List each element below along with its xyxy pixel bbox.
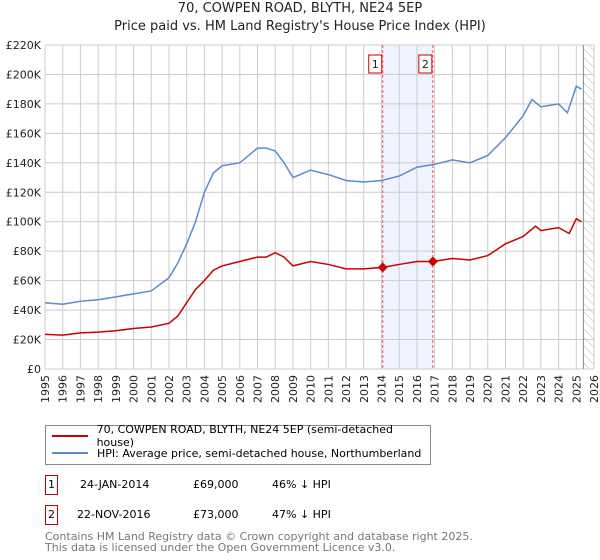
x-tick-label: 2003: [181, 375, 194, 403]
price-chart: 1995 1996 1997 1998 1999 2000 2001 2002 2003 2004…: [6, 39, 600, 403]
legend: 70, COWPEN ROAD, BLYTH, NE24 5EP (semi-d…: [45, 423, 431, 465]
y-tick-label: £100K: [6, 216, 42, 229]
sale-period-shade: [382, 45, 433, 369]
x-tick-label: 2018: [446, 375, 459, 403]
x-tick-label: 2013: [358, 375, 371, 403]
x-tick-label: 2005: [216, 375, 229, 403]
y-tick-label: £20K: [13, 334, 42, 347]
legend-label-property: 70, COWPEN ROAD, BLYTH, NE24 5EP (semi-d…: [96, 423, 393, 449]
legend-red-line: [52, 435, 88, 437]
x-tick-label: 2004: [198, 375, 211, 403]
sale-marker-badge: 1: [45, 475, 58, 495]
x-tick-label: 2006: [234, 375, 247, 403]
x-tick-label: 1996: [57, 375, 70, 403]
x-tick-label: 2002: [163, 375, 176, 403]
x-tick-label: 1995: [39, 375, 52, 403]
x-tick-label: 1997: [74, 375, 87, 403]
x-tick-label: 2007: [252, 375, 265, 403]
legend-item-property: 70, COWPEN ROAD, BLYTH, NE24 5EP (semi-d…: [52, 423, 430, 449]
legend-label-hpi: HPI: Average price, semi-detached house,…: [97, 446, 422, 460]
hpi-line: [44, 85, 582, 305]
legend-item-hpi: HPI: Average price, semi-detached house,…: [52, 445, 421, 461]
sale-row-1: 1 24-JAN-2014 £69,000 46% ↓ HPI: [45, 475, 545, 495]
footer-licence: This data is licensed under the Open Gov…: [45, 541, 396, 554]
y-tick-label: £120K: [6, 186, 42, 199]
plot-area: [45, 45, 594, 369]
x-tick-label: 2001: [145, 375, 158, 403]
x-tick-label: 2012: [340, 375, 353, 403]
sale-point-1: [377, 262, 388, 273]
sale-date: 22-NOV-2016: [77, 508, 151, 521]
y-tick-label: £60K: [13, 275, 42, 288]
x-tick-label: 2025: [570, 375, 583, 403]
sale-point-2: [427, 256, 438, 267]
x-tick-label: 2020: [482, 375, 495, 403]
sale-label-box-2: [418, 54, 433, 74]
y-tick-label: £80K: [13, 245, 42, 258]
x-tick-label: 2014: [375, 375, 388, 403]
sale-hpi-diff: 47% ↓ HPI: [272, 508, 331, 521]
sale-marker-badge: 2: [45, 505, 58, 525]
y-tick-label: £140K: [6, 157, 42, 170]
x-tick-label: 2011: [322, 375, 335, 403]
chart-title: 70, COWPEN ROAD, BLYTH, NE24 5EP: [177, 1, 423, 16]
legend-blue-line: [52, 452, 88, 454]
sale-label-2: 2: [422, 58, 429, 71]
y-tick-label: £220K: [6, 39, 42, 52]
sale-label-1: 1: [372, 58, 379, 71]
x-tick-label: 2022: [517, 375, 530, 403]
x-tick-label: 2021: [499, 375, 512, 403]
x-tick-label: 2010: [305, 375, 318, 403]
y-tick-label: £160K: [6, 127, 42, 140]
chart-subtitle: Price paid vs. HM Land Registry's House …: [114, 19, 486, 34]
footer: Contains HM Land Registry data © Crown c…: [45, 531, 473, 553]
forecast-hatch: [583, 45, 594, 369]
x-tick-label: 2019: [464, 375, 477, 403]
x-tick-label: 2016: [411, 375, 424, 403]
property-price-line: [44, 217, 582, 336]
sale-date: 24-JAN-2014: [80, 478, 150, 491]
x-tick-label: 2008: [269, 375, 282, 403]
sale-price: £73,000: [193, 508, 239, 521]
y-tick-label: £200K: [6, 68, 42, 81]
x-tick-label: 2015: [393, 375, 406, 403]
sale-label-box-1: [368, 54, 383, 74]
x-tick-label: 2023: [535, 375, 548, 403]
x-tick-label: 2009: [287, 375, 300, 403]
footer-copyright: Contains HM Land Registry data © Crown c…: [45, 530, 473, 543]
sale-row-2: 2 22-NOV-2016 £73,000 47% ↓ HPI: [45, 505, 545, 525]
x-tick-label: 2026: [588, 375, 600, 403]
sale-price: £69,000: [193, 478, 239, 491]
x-tick-label: 2000: [128, 375, 141, 403]
y-tick-label: £180K: [6, 98, 42, 111]
x-tick-label: 2017: [429, 375, 442, 403]
x-tick-label: 2024: [553, 375, 566, 403]
x-tick-label: 1998: [92, 375, 105, 403]
y-tick-label: £40K: [13, 304, 42, 317]
y-tick-label: £0: [27, 363, 41, 376]
x-tick-label: 1999: [110, 375, 123, 403]
sale-hpi-diff: 46% ↓ HPI: [272, 478, 331, 491]
